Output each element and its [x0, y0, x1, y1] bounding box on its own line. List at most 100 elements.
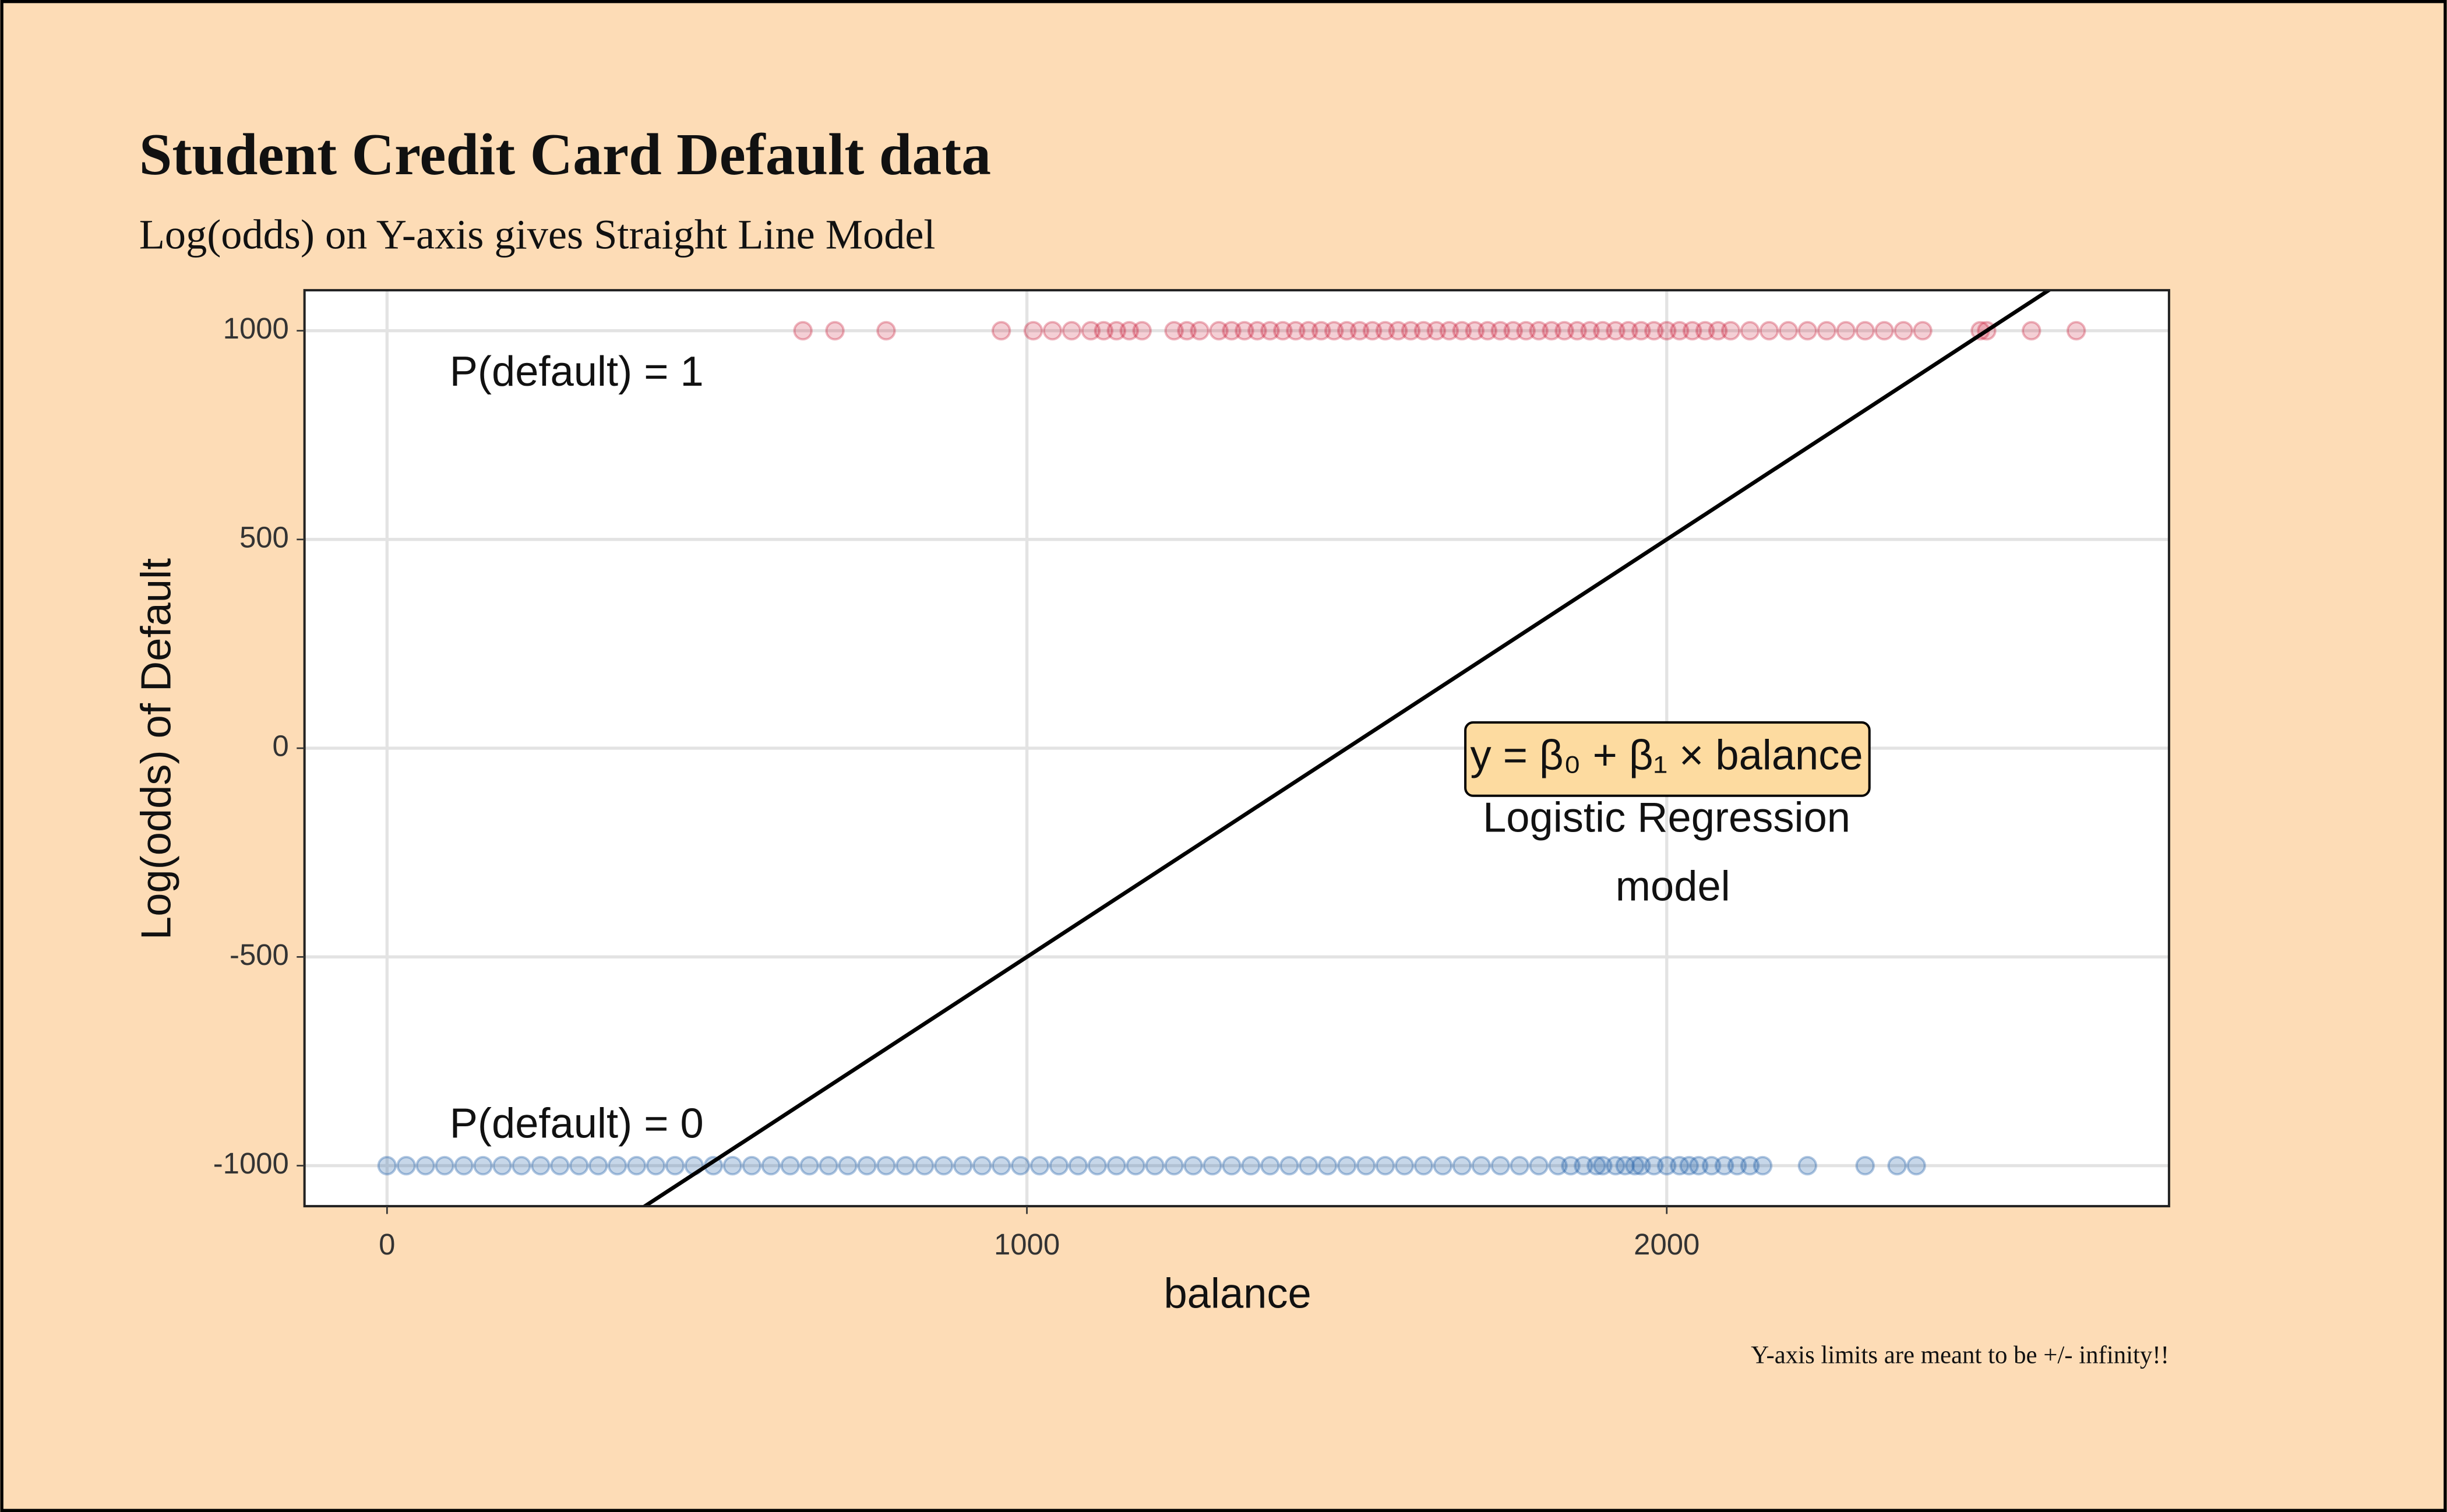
data-point: [1068, 1155, 1088, 1176]
data-point: [1317, 1155, 1338, 1176]
data-point: [1094, 320, 1114, 341]
data-point: [1452, 1155, 1472, 1176]
y-tick-label: 1000: [223, 312, 289, 345]
data-point: [1836, 320, 1856, 341]
data-point: [1222, 320, 1242, 341]
data-point: [1356, 1155, 1376, 1176]
data-point: [1337, 1155, 1357, 1176]
data-point: [1580, 320, 1600, 341]
data-point: [1778, 320, 1799, 341]
x-axis-label: balance: [1163, 1271, 1311, 1317]
data-point: [1708, 320, 1728, 341]
chart-subtitle: Log(odds) on Y-axis gives Straight Line …: [139, 211, 936, 258]
data-point: [1490, 320, 1510, 341]
data-point: [1720, 320, 1741, 341]
data-point: [1362, 320, 1383, 341]
data-point: [1433, 1155, 1453, 1176]
data-point: [1574, 1155, 1593, 1176]
data-point: [1490, 1155, 1510, 1176]
data-point: [531, 1155, 551, 1176]
data-point: [1126, 1155, 1145, 1176]
data-point: [607, 1155, 627, 1176]
data-point: [1401, 320, 1421, 341]
data-point: [1324, 320, 1344, 341]
data-point: [1183, 1155, 1203, 1176]
data-point: [512, 1155, 531, 1176]
data-point: [972, 1155, 992, 1176]
data-point: [1606, 1155, 1626, 1176]
data-point: [934, 1155, 954, 1176]
data-point: [1260, 320, 1280, 341]
data-point: [876, 1155, 896, 1176]
data-point: [953, 1155, 973, 1176]
data-point: [793, 320, 813, 341]
data-point: [1209, 320, 1229, 341]
data-point: [1042, 320, 1063, 341]
data-point: [1714, 1155, 1734, 1176]
data-point: [2022, 320, 2041, 341]
data-point: [492, 1155, 512, 1176]
data-point: [1759, 320, 1779, 341]
data-point: [825, 320, 845, 341]
data-point: [1657, 320, 1677, 341]
data-point: [1413, 320, 1434, 341]
data-point: [742, 1155, 762, 1176]
data-point: [454, 1155, 474, 1176]
data-point: [1081, 320, 1101, 341]
data-point: [1299, 1155, 1318, 1176]
data-point: [1554, 320, 1574, 341]
data-point: [1145, 1155, 1165, 1176]
data-point: [1413, 1155, 1434, 1176]
data-point: [1132, 320, 1152, 341]
chart-title: Student Credit Card Default data: [139, 122, 991, 188]
data-point: [915, 1155, 935, 1176]
data-point: [1529, 1155, 1549, 1176]
data-point: [895, 1155, 915, 1176]
data-point: [1682, 320, 1702, 341]
data-point: [1797, 320, 1818, 341]
data-point: [1190, 320, 1210, 341]
data-point: [1631, 320, 1651, 341]
model-line: [641, 290, 2053, 1207]
data-point: [1510, 1155, 1529, 1176]
data-point: [1394, 1155, 1415, 1176]
x-tick-label: 0: [379, 1228, 395, 1261]
data-point: [1606, 320, 1626, 341]
data-point: [435, 1155, 454, 1176]
data-point: [1106, 320, 1127, 341]
data-point: [1279, 1155, 1299, 1176]
data-point: [991, 320, 1011, 341]
data-point: [1593, 1155, 1613, 1176]
data-point: [857, 1155, 877, 1176]
data-point: [2066, 320, 2086, 341]
data-point: [1049, 1155, 1069, 1176]
data-point: [1542, 320, 1561, 341]
data-point: [1311, 320, 1331, 341]
data-point: [1894, 320, 1913, 341]
data-point: [1593, 320, 1613, 341]
data-point: [1695, 320, 1715, 341]
data-point: [1669, 320, 1690, 341]
data-point: [1119, 320, 1139, 341]
data-point: [1669, 1155, 1690, 1176]
data-point: [1465, 320, 1485, 341]
data-point: [415, 1155, 435, 1176]
data-point: [1567, 320, 1587, 341]
data-point: [1817, 320, 1837, 341]
data-point: [1235, 320, 1254, 341]
data-point: [1644, 320, 1664, 341]
data-point: [1478, 320, 1498, 341]
data-point: [1797, 1155, 1818, 1176]
annotation: P(default) = 0: [450, 1101, 704, 1147]
data-point: [1516, 320, 1536, 341]
data-point: [1023, 320, 1043, 341]
data-point: [1164, 320, 1184, 341]
data-point: [1426, 320, 1447, 341]
data-point: [550, 1155, 570, 1176]
data-point: [588, 1155, 608, 1176]
data-point: [1906, 1155, 1926, 1176]
caption: Y-axis limits are meant to be +/- infini…: [1751, 1342, 2169, 1369]
data-point: [1299, 320, 1318, 341]
data-point: [1203, 1155, 1222, 1176]
